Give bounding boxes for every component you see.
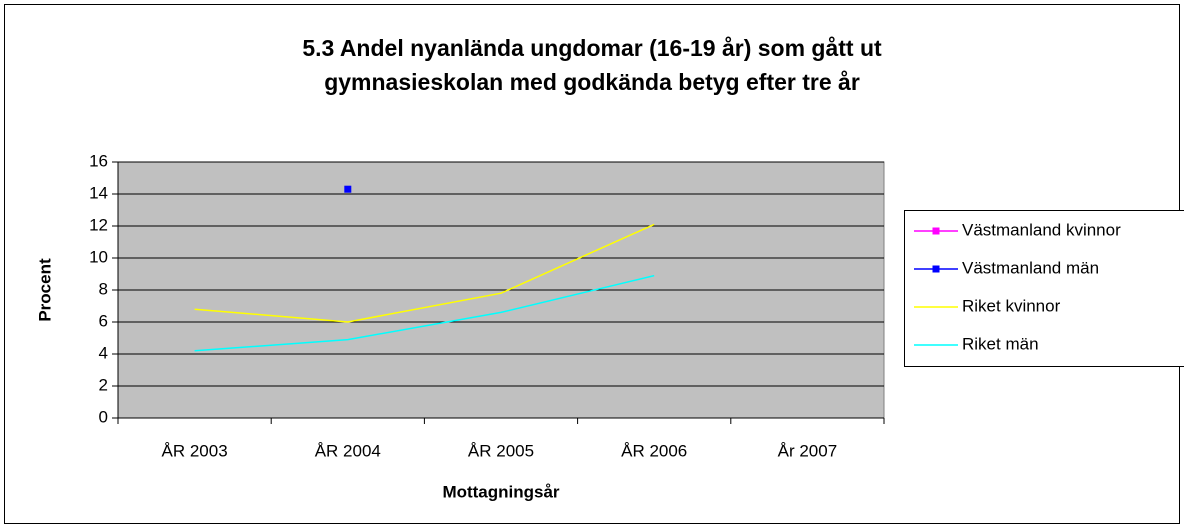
y-tick-label: 12: [89, 215, 108, 234]
y-tick-label: 0: [99, 407, 108, 426]
x-tick-label: ÅR 2006: [621, 441, 687, 460]
series-marker: [344, 185, 352, 193]
y-tick-label: 2: [99, 375, 108, 394]
y-tick-label: 16: [89, 151, 108, 170]
legend-label: Västmanland män: [962, 258, 1099, 277]
y-axis-title: Procent: [35, 258, 54, 322]
legend-label: Riket män: [962, 334, 1039, 353]
series-line: [194, 223, 655, 323]
x-tick-label: ÅR 2004: [315, 441, 381, 460]
x-axis-title: Mottagningsår: [442, 482, 559, 501]
legend-label: Västmanland kvinnor: [962, 220, 1121, 239]
x-tick-label: År 2007: [778, 441, 838, 460]
chart-title: gymnasieskolan med godkända betyg efter …: [324, 69, 860, 95]
legend-marker: [932, 265, 940, 273]
y-tick-label: 6: [99, 311, 108, 330]
y-tick-label: 8: [99, 279, 108, 298]
legend-label: Riket kvinnor: [962, 296, 1061, 315]
y-tick-label: 4: [99, 343, 108, 362]
x-tick-label: ÅR 2003: [162, 441, 228, 460]
x-tick-label: ÅR 2005: [468, 441, 534, 460]
chart-title: 5.3 Andel nyanlända ungdomar (16-19 år) …: [302, 35, 882, 61]
legend: [904, 210, 1184, 367]
series-line: [194, 274, 655, 352]
y-tick-label: 10: [89, 247, 108, 266]
legend-marker: [932, 227, 940, 235]
y-tick-label: 14: [89, 183, 108, 202]
